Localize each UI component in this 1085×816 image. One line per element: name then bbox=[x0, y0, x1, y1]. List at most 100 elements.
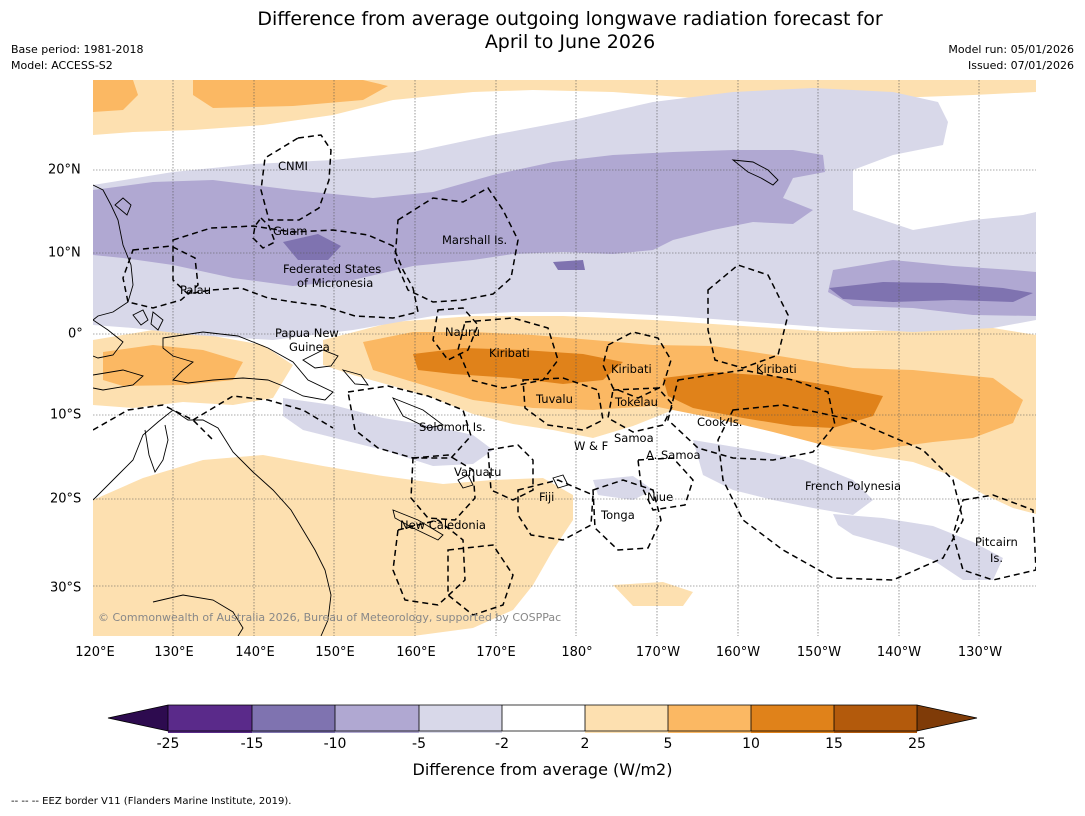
eez-wf bbox=[487, 444, 534, 501]
colorbar-tick-minus25: -25 bbox=[156, 736, 180, 752]
lon-label-120e: 120°E bbox=[75, 645, 115, 660]
label-fiji: Fiji bbox=[539, 490, 554, 504]
eez-tokelau bbox=[607, 387, 674, 433]
copyright-credit: © Commonwealth of Australia 2026, Bureau… bbox=[98, 611, 561, 624]
colorbar-tick-plus10: 10 bbox=[742, 736, 760, 752]
colorbar-minus2-plus2 bbox=[502, 705, 585, 733]
eez-palau bbox=[122, 245, 199, 309]
label-vanuatu: Vanuatu bbox=[454, 465, 501, 479]
model-run: Model run: 05/01/2026 bbox=[948, 43, 1074, 56]
colorbar-tick-plus5: 5 bbox=[663, 736, 673, 752]
label-fsm-1: Federated States bbox=[283, 262, 381, 276]
anomaly-map: CNMI Guam Marshall Is. Federated States … bbox=[93, 80, 1036, 636]
map-panel: CNMI Guam Marshall Is. Federated States … bbox=[93, 80, 1036, 636]
solomon-coast bbox=[391, 397, 445, 429]
colorbar bbox=[107, 704, 978, 733]
colorbar-tick-minus5: -5 bbox=[412, 736, 426, 752]
lat-label-10s: 10°S bbox=[50, 407, 82, 423]
lon-label-160w: 160°W bbox=[715, 645, 761, 660]
colorbar-tick-minus10: -10 bbox=[323, 736, 347, 752]
colorbar-plus15-plus25 bbox=[834, 705, 917, 733]
eez-cnmi bbox=[260, 134, 332, 221]
lat-label-0: 0° bbox=[68, 326, 83, 342]
philippines-coast bbox=[93, 184, 134, 321]
title-line-2: April to June 2026 bbox=[484, 31, 656, 53]
colorbar-plus2-plus5 bbox=[585, 705, 668, 733]
colorbar-tick-minus15: -15 bbox=[240, 736, 264, 752]
colorbar-minus5-minus2 bbox=[419, 705, 502, 733]
coastlines bbox=[93, 159, 779, 636]
new-caledonia-coast bbox=[392, 509, 444, 541]
eez-fiji bbox=[517, 479, 594, 541]
colorbar-gt-plus25 bbox=[917, 705, 977, 731]
map-title: Difference from average outgoing longwav… bbox=[170, 8, 970, 54]
hawaii-coast bbox=[731, 159, 779, 186]
colorbar-title: Difference from average (W/m2) bbox=[412, 760, 673, 779]
lon-label-130e: 130°E bbox=[154, 645, 194, 660]
colorbar-plus5-plus10 bbox=[668, 705, 751, 733]
colorbar-minus15-minus10 bbox=[252, 705, 335, 733]
colorbar-minus25-minus15 bbox=[168, 705, 252, 733]
lon-label-140e: 140°E bbox=[235, 645, 275, 660]
model-name: Model: ACCESS-S2 bbox=[11, 59, 113, 72]
indonesia-coast bbox=[93, 319, 124, 359]
colorbar-tick-minus2: -2 bbox=[495, 736, 509, 752]
colorbar-tick-plus2: 2 bbox=[580, 736, 590, 752]
label-tuvalu: Tuvalu bbox=[535, 392, 573, 406]
label-samoa: Samoa bbox=[614, 431, 654, 445]
eez-nauru bbox=[432, 307, 479, 361]
label-wf: W & F bbox=[574, 439, 608, 453]
label-tokelau: Tokelau bbox=[614, 395, 658, 409]
eez-tonga bbox=[592, 479, 662, 551]
lon-label-150e: 150°E bbox=[315, 645, 355, 660]
lon-label-140w: 140°W bbox=[876, 645, 922, 660]
issued-date: Issued: 07/01/2026 bbox=[967, 59, 1074, 72]
eez-kiribati-west bbox=[457, 317, 559, 389]
label-marshall: Marshall Is. bbox=[442, 233, 507, 247]
lon-label-170e: 170°E bbox=[476, 645, 516, 660]
label-kiribati-east: Kiribati bbox=[756, 362, 797, 376]
eez-niue bbox=[637, 457, 694, 511]
eez-borders bbox=[93, 134, 1036, 616]
eez-cook bbox=[667, 369, 836, 461]
label-pitcairn-2: Is. bbox=[990, 551, 1003, 565]
label-kiribati-central: Kiribati bbox=[611, 362, 652, 376]
lon-label-150w: 150°W bbox=[796, 645, 842, 660]
lat-label-30s: 30°S bbox=[50, 580, 82, 596]
eez-pitcairn bbox=[952, 494, 1036, 581]
colorbar-plus10-plus15 bbox=[751, 705, 834, 733]
region-labels: CNMI Guam Marshall Is. Federated States … bbox=[180, 159, 1018, 565]
label-guam: Guam bbox=[273, 224, 307, 238]
label-new-caledonia: New Caledonia bbox=[400, 518, 486, 532]
lat-label-20n: 20°N bbox=[48, 162, 81, 178]
eez-footnote: -- -- -- EEZ border V11 (Flanders Marine… bbox=[11, 796, 292, 807]
colorbar-minus10-minus5 bbox=[335, 705, 419, 733]
label-french-polynesia: French Polynesia bbox=[805, 479, 901, 493]
graticule bbox=[93, 80, 1036, 636]
label-palau: Palau bbox=[180, 283, 211, 297]
label-png-1: Papua New bbox=[275, 326, 339, 340]
label-cook: Cook Is. bbox=[697, 415, 742, 429]
label-cnmi: CNMI bbox=[278, 159, 308, 173]
lat-label-20s: 20°S bbox=[50, 491, 82, 507]
eez-fsm bbox=[172, 225, 419, 319]
label-asamoa: A. Samoa bbox=[646, 448, 701, 462]
label-kiribati-west: Kiribati bbox=[489, 346, 530, 360]
eez-vanuatu bbox=[410, 454, 476, 521]
lon-label-180: 180° bbox=[561, 645, 593, 660]
label-solomon: Solomon Is. bbox=[419, 420, 486, 434]
base-period: Base period: 1981-2018 bbox=[11, 43, 144, 56]
lon-label-170w: 170°W bbox=[635, 645, 681, 660]
eez-kiribati-east bbox=[707, 264, 789, 369]
anomaly-minus15-minus10-fields bbox=[283, 234, 1033, 302]
label-niue: Niue bbox=[647, 490, 673, 504]
label-nauru: Nauru bbox=[445, 325, 480, 339]
meta-right: Model run: 05/01/2026 Issued: 07/01/2026 bbox=[948, 42, 1074, 74]
eez-solomon bbox=[347, 385, 472, 459]
colorbar-tick-plus25: 25 bbox=[908, 736, 926, 752]
eez-french-polynesia bbox=[717, 404, 964, 581]
eez-guam bbox=[252, 216, 276, 249]
title-line-1: Difference from average outgoing longwav… bbox=[257, 8, 883, 30]
eez-marshall bbox=[394, 187, 519, 303]
label-png-2: Guinea bbox=[289, 340, 330, 354]
